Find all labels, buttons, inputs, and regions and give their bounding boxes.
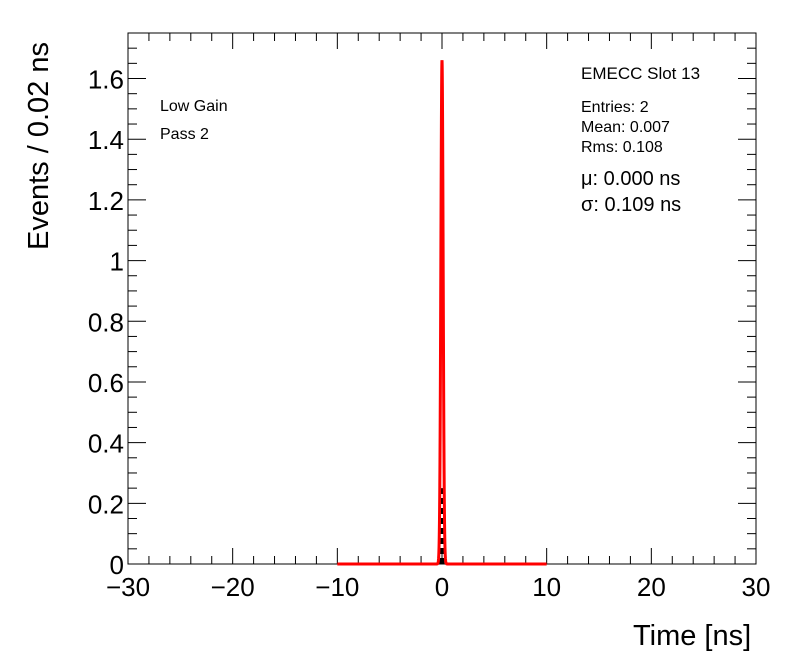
fit-sigma: σ: 0.109 ns (581, 194, 682, 216)
stat-rms: Rms: 0.108 (581, 139, 663, 156)
x-tick-label: −10 (315, 572, 359, 602)
y-tick-label: 0.6 (88, 368, 124, 398)
stat-entries: Entries: 2 (581, 99, 649, 116)
x-tick-label: 0 (435, 572, 449, 602)
y-tick-label: 1.4 (88, 125, 124, 155)
y-tick-label: 0.4 (88, 429, 124, 459)
y-tick-label: 0.2 (88, 489, 124, 519)
x-tick-label: 10 (532, 572, 561, 602)
y-tick-label: 1.6 (88, 65, 124, 95)
label-pass: Pass 2 (160, 126, 209, 143)
fit-curve (337, 60, 547, 566)
label-slot: EMECC Slot 13 (581, 64, 701, 83)
x-tick-label: −20 (211, 572, 255, 602)
label-gain: Low Gain (160, 98, 228, 115)
y-axis-label: Events / 0.02 ns (23, 42, 55, 250)
x-tick-label: 30 (742, 572, 771, 602)
y-tick-label: 0 (110, 550, 124, 580)
fit-mu: μ: 0.000 ns (581, 168, 681, 190)
stat-mean: Mean: 0.007 (581, 119, 670, 136)
x-tick-label: 20 (637, 572, 666, 602)
x-tick-label: −30 (106, 572, 150, 602)
y-tick-label: 1 (110, 247, 124, 277)
y-tick-label: 1.2 (88, 186, 124, 216)
x-axis-label: Time [ns] (633, 620, 752, 652)
y-tick-label: 0.8 (88, 307, 124, 337)
